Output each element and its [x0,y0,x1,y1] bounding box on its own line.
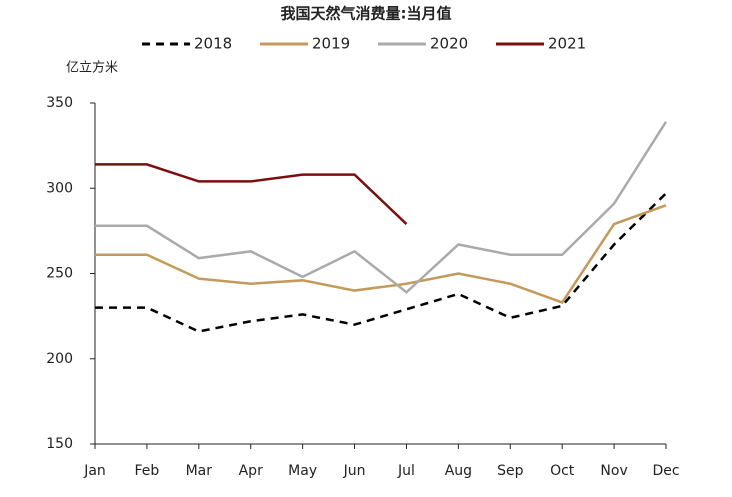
x-tick-label: May [288,463,317,479]
line-series [95,121,668,294]
legend-label: 2021 [548,35,586,53]
line-series [95,192,667,333]
legend-label: 2020 [430,35,468,53]
y-tick-label: 300 [46,180,73,196]
y-tick-label: 250 [46,266,73,282]
x-tick-label: Jan [83,463,106,479]
x-tick-label: Aug [445,463,472,479]
x-tick-label: Mar [186,463,213,479]
line-series [95,204,667,304]
chart-title: 我国天然气消费量:当月值 [281,5,452,23]
line-series [95,163,408,225]
x-tick-label: Jul [397,463,415,479]
legend-label: 2019 [312,35,350,53]
x-tick-label: Oct [550,463,575,479]
x-tick-label: Sep [497,463,524,479]
y-tick-label: 150 [46,436,73,452]
y-tick-label: 200 [46,351,73,367]
x-tick-label: Apr [239,463,263,479]
x-tick-label: Feb [135,463,160,479]
x-tick-label: Nov [600,463,627,479]
y-tick-label: 350 [46,95,73,111]
legend-label: 2018 [194,35,232,53]
y-axis-label: 亿立方米 [66,60,118,76]
x-tick-label: Dec [652,463,679,479]
x-tick-label: Jun [343,463,366,479]
